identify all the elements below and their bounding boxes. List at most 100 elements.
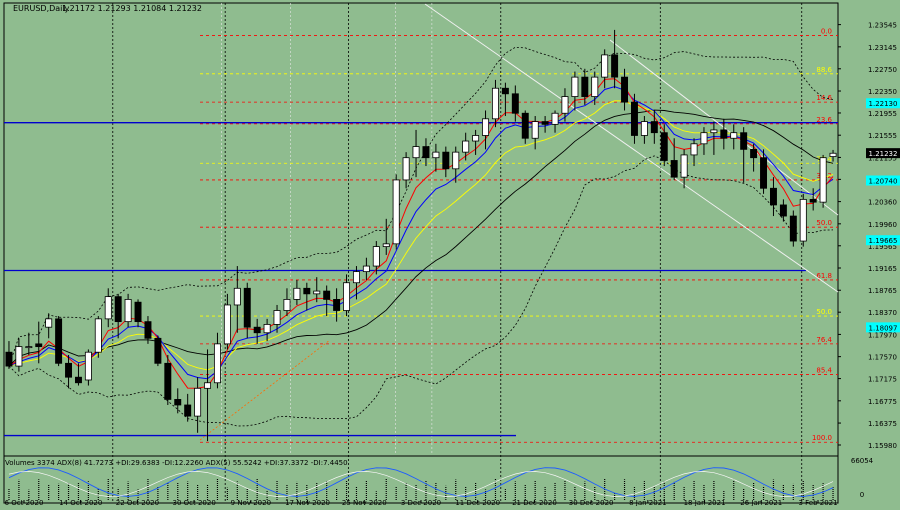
adx-line [8,467,834,497]
candle-body [442,151,450,170]
candle-body [35,343,43,348]
candle-body [5,351,13,367]
price-tick-label: 1.17970 [868,331,897,339]
candle-body [154,337,162,364]
candle-body [352,271,360,284]
date-tick-label: 3 Feb 2021 [798,499,837,506]
candle-body [571,76,579,97]
candle-body [55,318,63,364]
candle-body [581,76,589,97]
price-tag [866,322,900,333]
candle-body [650,121,658,134]
candle-body [412,146,420,159]
date-tick-label: 14 Oct 2020 [59,499,102,506]
ma-black [8,109,834,367]
candle-body [303,287,311,295]
fib-level-label: 50.0 [816,219,832,227]
candle-body [194,387,202,417]
date-tick-label: 6 Oct 2020 [5,499,44,506]
candle-body [660,132,668,161]
candle-body [819,157,827,203]
channel-upper [424,3,839,293]
candle-body [531,121,539,139]
candle-body [789,215,797,242]
candle-body [283,299,291,311]
fib-level-label: 85.4 [816,366,832,374]
volume-axis-label: 0 [860,491,864,499]
candle-body [640,121,648,136]
price-tick-label: 1.19165 [868,265,897,273]
candle-body [273,310,281,325]
candle-body [184,404,192,417]
date-tick-label: 22 Oct 2020 [116,499,159,506]
candle-body [15,346,23,367]
candle-body [432,151,440,159]
date-tick-label: 21 Dec 2020 [512,499,557,506]
date-tick-label: 11 Dec 2020 [455,499,500,506]
candle-body [561,96,569,114]
price-tick-label: 1.16775 [868,398,897,406]
price-tick-label: 1.21955 [868,110,897,118]
price-tick-label: 1.18765 [868,287,897,295]
candle-body [223,304,231,345]
candle-body [233,287,241,306]
candle-body [809,198,817,203]
candle-body [551,112,559,125]
price-tick-label: 1.21155 [868,154,897,162]
candle-body [670,160,678,178]
fib-level-label: 23.6 [816,116,832,124]
candle-body [243,287,251,328]
price-tick-label: 1.16375 [868,420,897,428]
candle-body [124,299,132,323]
candle-body [769,187,777,206]
price-tag [866,98,900,109]
candle-body [710,129,718,134]
fib-diagonal [199,339,331,441]
candle-body [521,112,529,139]
price-tag [866,235,900,246]
date-tick-label: 26 Jan 2021 [740,499,782,506]
candle-body [720,129,728,139]
fib-level-label: 88.6 [816,66,832,74]
candle-body [422,146,430,159]
price-tick-label: 1.22350 [868,88,897,96]
date-tick-label: 17 Nov 2020 [285,499,330,506]
fib-level-label: 100.0 [812,434,832,442]
candle-body [491,87,499,120]
candle-body [65,362,73,378]
candle-body [25,346,33,349]
current-price-tag [866,148,900,159]
candle-body [144,321,152,339]
date-tick-label: 30 Oct 2020 [173,499,216,506]
price-tick-label: 1.23145 [868,44,897,52]
candle-body [541,121,549,125]
candle-body [601,54,609,78]
candle-body [74,376,82,384]
price-tick-label: 1.18370 [868,309,897,317]
price-tick-label: 1.22750 [868,66,897,74]
candle-body [482,118,490,136]
candle-body [700,132,708,145]
date-tick-label: 25 Nov 2020 [342,499,387,506]
candle-body [402,157,410,181]
symbol-label: EURUSD,Daily [13,4,70,13]
price-tick-label: 1.19565 [868,243,897,251]
price-tick-label: 1.19960 [868,221,897,229]
candle-body [452,151,460,170]
bollinger-upper [8,46,834,367]
fib-level-label: 61.8 [816,272,832,280]
candle-body [690,143,698,156]
price-tag-label: 1.20740 [869,177,898,185]
candle-body [680,154,688,178]
candle-body [511,93,519,114]
candle-body [730,132,738,139]
candle-body [501,87,509,95]
indicator-header: Volumes 3374 ADX(8) 41.7273 +DI:29.6383 … [5,459,348,467]
candle-body [253,326,261,334]
price-tick-label: 1.20360 [868,199,897,207]
candle-body [313,290,321,295]
candle-body [392,179,400,245]
price-tick-label: 1.17570 [868,354,897,362]
